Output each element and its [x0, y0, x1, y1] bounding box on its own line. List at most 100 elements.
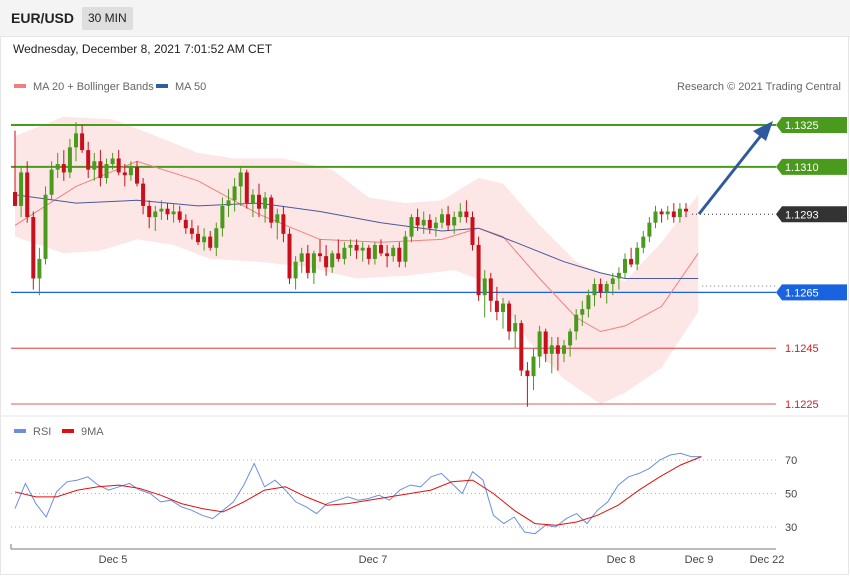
candle-body [488, 278, 493, 301]
rsi-lines [14, 452, 702, 535]
candle-body [232, 186, 237, 201]
candle-body [665, 211, 670, 215]
candle-body [122, 172, 127, 176]
price-label-1.1245: 1.1245 [785, 343, 819, 355]
ma50-legend-swatch [156, 84, 168, 88]
candle-body [385, 253, 390, 257]
rsi-legend-label: RSI [33, 426, 51, 438]
candle-body [275, 214, 280, 223]
candle-body [415, 217, 420, 226]
x-tick-label: Dec 7 [359, 554, 388, 566]
rsi-legend-swatch [14, 429, 26, 433]
candle-body [391, 247, 396, 257]
candle-body [409, 217, 414, 237]
rsi-tick-30: 30 [785, 522, 797, 534]
candle-body [189, 228, 194, 234]
candle-body [49, 169, 54, 195]
candle-body [629, 258, 634, 265]
candle-body [531, 356, 536, 377]
datetime-label: Wednesday, December 8, 2021 7:01:52 AM C… [13, 42, 273, 56]
trend-arrow-shaft [697, 132, 765, 215]
candle-body [116, 158, 121, 173]
candle-body [183, 219, 188, 229]
candle-body [171, 211, 176, 215]
time-axis: Dec 5 Dec 7 Dec 8 Dec 9 Dec 22 [10, 544, 784, 566]
candle-body [647, 222, 652, 237]
candle-body [635, 247, 640, 265]
candle-body [80, 133, 85, 151]
candle-body [379, 244, 383, 254]
rsi-ma-line [14, 456, 702, 526]
price-label-1.1293: 1.1293 [785, 209, 819, 221]
candle-body [464, 211, 469, 218]
candle-body [507, 303, 512, 332]
candle-body [549, 345, 554, 354]
candle-body [336, 253, 341, 259]
candle-body [147, 205, 152, 218]
candle-body [92, 161, 97, 170]
candle-body [287, 233, 292, 279]
candle-body [427, 219, 432, 229]
moving-average-lines [14, 160, 699, 333]
rsi-tick-50: 50 [785, 489, 797, 501]
candle-body [342, 247, 347, 259]
header-bar: EUR/USD 30 MIN [0, 0, 850, 37]
candle-body [196, 233, 200, 243]
price-tag-1.1310 [776, 158, 847, 175]
candle-body [476, 244, 481, 296]
ma20-line [14, 160, 699, 333]
ma50-line [14, 194, 699, 279]
candle-body [293, 261, 298, 279]
price-label-1.1225: 1.1225 [785, 399, 819, 411]
candle-body [208, 236, 213, 248]
candle-body [55, 164, 60, 170]
candle-body [403, 236, 408, 262]
candle-body [604, 284, 609, 293]
candle-body [372, 244, 377, 259]
candle-body [220, 205, 225, 229]
candle-body [525, 370, 530, 377]
x-tick-label: Dec 5 [99, 554, 128, 566]
candle-body [159, 208, 164, 212]
candle-body [592, 284, 597, 296]
ma20-legend-label: MA 20 + Bollinger Bands [33, 81, 154, 93]
candle-body [513, 323, 518, 332]
price-tag-1.1293 [776, 206, 847, 223]
candle-body [623, 258, 627, 273]
candle-body [440, 214, 444, 223]
timeframe-badge[interactable]: 30 MIN [82, 7, 133, 30]
candle-body [580, 309, 585, 315]
candle-body [37, 258, 42, 279]
candle-body [482, 278, 487, 296]
candle-body [354, 244, 359, 251]
candle-body [348, 244, 353, 248]
trend-arrow [697, 121, 773, 215]
bollinger-band-area [15, 116, 699, 404]
candle-body [446, 214, 451, 226]
price-level-labels: 1.1325 1.1310 1.1293 1.1265 1.1245 1.1225 [776, 117, 847, 411]
candle-body [568, 331, 573, 346]
candle-body [684, 208, 688, 212]
candle-body [421, 219, 426, 226]
research-credit: Research © 2021 Trading Central [677, 81, 841, 93]
candle-body [263, 197, 268, 209]
candle-body [165, 208, 170, 215]
candle-body [67, 147, 72, 173]
price-label-1.1325: 1.1325 [785, 120, 819, 132]
candle-body [269, 197, 274, 223]
candle-body [238, 172, 243, 187]
candle-body [677, 208, 682, 218]
candle-body [19, 172, 24, 206]
candle-body [562, 345, 566, 354]
trend-arrow-head [753, 121, 773, 141]
candle-body [494, 300, 499, 312]
candle-body [98, 161, 103, 179]
candle-body [43, 194, 48, 259]
candle-body [519, 323, 524, 371]
candle-body [366, 247, 371, 259]
candle-body [318, 253, 322, 257]
candle-body [397, 247, 402, 262]
rsi-ma-legend-label: 9MA [81, 426, 104, 438]
candle-body [257, 194, 261, 209]
